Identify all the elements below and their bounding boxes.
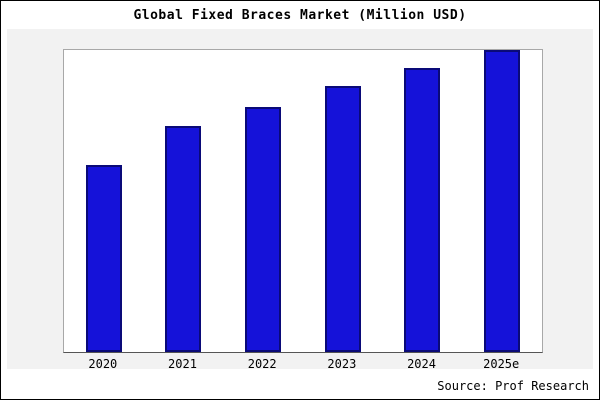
x-tick-2024: 2024 <box>407 357 436 371</box>
source-credit: Source: Prof Research <box>437 379 589 393</box>
bar-2025e <box>484 50 521 352</box>
bar-2021 <box>165 125 202 352</box>
plot-area <box>63 49 543 353</box>
bar-2020 <box>85 164 122 352</box>
x-tick-2022: 2022 <box>247 357 277 371</box>
x-tick-2020: 2020 <box>88 357 118 371</box>
x-tick-2023: 2023 <box>327 357 357 371</box>
bar-2023 <box>324 86 361 352</box>
bar-group <box>64 50 542 352</box>
chart-title: Global Fixed Braces Market (Million USD) <box>133 8 467 23</box>
chart-canvas: 2020 2021 2022 2023 2024 2025e <box>7 29 593 371</box>
x-tick-2021: 2021 <box>168 357 197 371</box>
bar-2024 <box>404 68 441 352</box>
x-axis-ticks: 2020 2021 2022 2023 2024 2025e <box>63 357 541 371</box>
bar-2022 <box>245 107 282 352</box>
x-tick-2025e: 2025e <box>483 357 520 371</box>
